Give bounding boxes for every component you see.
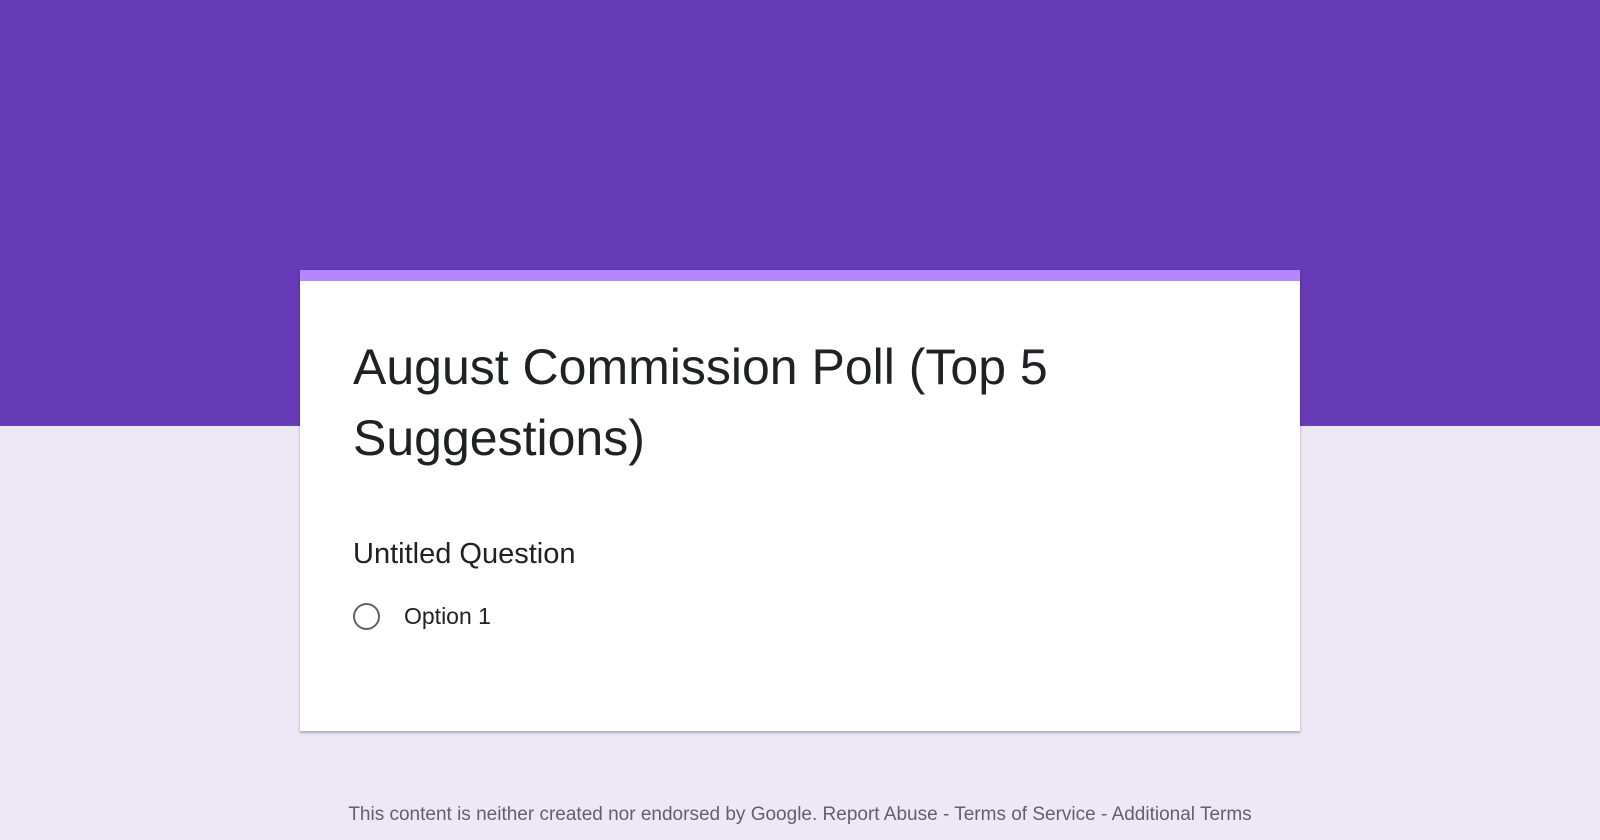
report-abuse-link[interactable]: Report Abuse (822, 804, 938, 825)
separator: - (937, 804, 955, 825)
additional-terms-link[interactable]: Additional Terms (1111, 804, 1252, 825)
form-card: August Commission Poll (Top 5 Suggestion… (300, 270, 1300, 731)
footer: This content is neither created nor endo… (340, 804, 1260, 826)
disclaimer-text: This content is neither created nor endo… (348, 804, 818, 825)
separator: - (1095, 804, 1112, 825)
card-accent-bar (300, 270, 1300, 281)
form-title: August Commission Poll (Top 5 Suggestion… (353, 339, 1048, 466)
option-1[interactable]: Option 1 (353, 603, 491, 630)
radio-button-icon[interactable] (353, 603, 380, 630)
option-label: Option 1 (404, 603, 491, 629)
terms-of-service-link[interactable]: Terms of Service (954, 804, 1096, 825)
question-title: Untitled Question (353, 538, 576, 570)
